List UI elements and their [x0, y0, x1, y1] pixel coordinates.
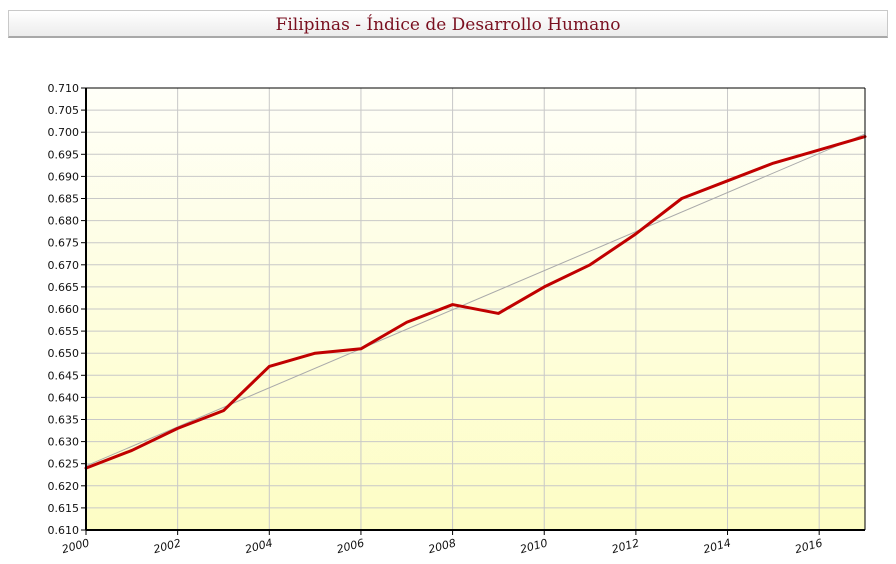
y-tick-label: 0.675	[48, 237, 80, 250]
y-tick-label: 0.640	[48, 391, 80, 404]
y-tick-label: 0.645	[48, 369, 80, 382]
x-tick-label: 2008	[427, 536, 457, 556]
data-point	[817, 148, 821, 152]
y-axis-ticks: 0.610 0.615 0.620 0.625 0.630 0.635 0.640 0.645…	[48, 82, 86, 537]
y-tick-label: 0.665	[48, 281, 80, 294]
y-tick-label: 0.670	[48, 259, 80, 272]
series-line	[84, 135, 867, 470]
y-tick-label: 0.620	[48, 480, 80, 493]
y-tick-label: 0.630	[48, 436, 80, 449]
data-point	[497, 312, 500, 315]
y-tick-label: 0.655	[48, 325, 80, 338]
data-point	[313, 352, 317, 355]
data-point	[222, 409, 225, 412]
trend-line-layer	[85, 133, 866, 467]
y-tick-label: 0.610	[48, 524, 80, 537]
data-point	[543, 285, 546, 289]
x-tick-label: 2000	[60, 536, 90, 556]
data-point	[588, 263, 592, 266]
x-tick-label: 2016	[794, 536, 824, 556]
y-tick-label: 0.695	[48, 148, 80, 161]
data-point	[680, 197, 683, 200]
y-tick-label: 0.710	[48, 82, 80, 95]
data-point	[726, 179, 729, 183]
series-layer	[84, 135, 867, 470]
data-point	[772, 161, 775, 165]
data-point	[268, 365, 271, 368]
data-point	[130, 449, 134, 452]
data-point	[359, 347, 363, 350]
x-tick-label: 2002	[152, 536, 182, 556]
data-point	[176, 427, 179, 430]
trend-line	[85, 133, 866, 467]
y-tick-label: 0.690	[48, 170, 80, 183]
data-point	[634, 232, 638, 236]
y-tick-label: 0.685	[48, 193, 80, 206]
y-tick-label: 0.650	[48, 347, 80, 360]
x-axis-ticks: 2000 2002 2004 2006 2008 2010 2012 2014 2016	[60, 530, 824, 556]
grid-lines	[85, 87, 865, 531]
y-tick-label: 0.705	[48, 104, 80, 117]
x-tick-label: 2010	[519, 536, 549, 556]
chart-title: Filipinas - Índice de Desarrollo Humano	[275, 15, 621, 35]
data-point	[451, 303, 454, 306]
y-tick-label: 0.625	[48, 458, 80, 471]
chart-title-bar: Filipinas - Índice de Desarrollo Humano	[8, 10, 888, 38]
x-tick-label: 2004	[244, 536, 274, 556]
x-tick-label: 2012	[610, 536, 640, 556]
y-tick-label: 0.680	[48, 215, 80, 228]
x-tick-label: 2014	[702, 536, 732, 556]
y-tick-label: 0.660	[48, 303, 80, 316]
y-tick-label: 0.635	[48, 414, 80, 427]
y-tick-label: 0.700	[48, 126, 80, 139]
x-tick-label: 2006	[335, 536, 365, 556]
data-point	[405, 321, 408, 324]
y-tick-label: 0.615	[48, 502, 80, 515]
